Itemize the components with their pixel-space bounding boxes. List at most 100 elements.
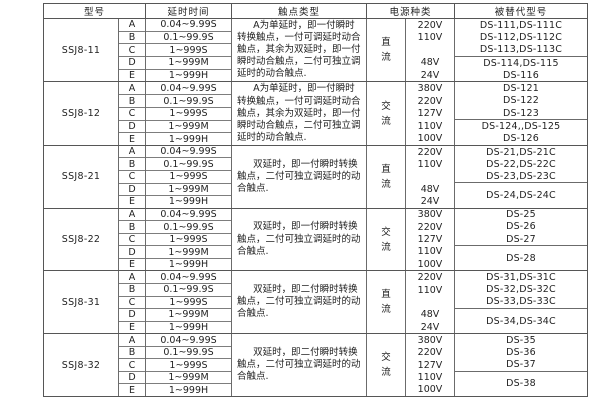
voltage-value: 48V — [420, 309, 440, 321]
variant-letter: B — [119, 32, 145, 45]
model-name: SSJ8-12 — [44, 82, 119, 145]
delay-range: 1~999H — [168, 196, 209, 208]
delay-range: 0.1~99.9S — [146, 347, 231, 360]
power-kind-cell: 交流 — [367, 82, 406, 145]
power-kind-text: 交流 — [381, 226, 391, 253]
voltage-value — [406, 44, 454, 57]
voltage-value: 220V — [417, 347, 443, 359]
power-kind-cell: 直流 — [367, 19, 406, 82]
contact-type-cell: 双延时，即二付瞬时转换触点，二付可独立调延时的动合触点. — [232, 271, 367, 334]
replaced-model: DS-35 — [506, 334, 536, 346]
variant-letter: B — [119, 347, 145, 360]
delay-range: 1~999M — [146, 309, 231, 322]
replaced-models-column: DS-35 DS-36 DS-37 DS-38 — [455, 334, 587, 396]
variant-letter: E — [128, 70, 135, 82]
replaced-model: DS-122 — [502, 95, 540, 107]
variant-letter: C — [119, 108, 145, 121]
model-name: SSJ8-11 — [44, 19, 119, 82]
delay-range: 1~999S — [146, 44, 231, 58]
delay-range: 0.1~99.9S — [146, 221, 231, 234]
replaced-models-lower: DS-28 — [455, 246, 587, 270]
replaced-model: DS-28 — [506, 252, 536, 264]
relay-spec-table: 型号 延时时间 触点类型 电源种类 被替代型号 SSJ8-11 A B C D … — [43, 3, 588, 397]
voltage-value: 220V — [417, 146, 443, 158]
delay-range: 1~999S — [146, 297, 231, 310]
replaced-model: DS-111,DS-111C — [479, 19, 563, 31]
delay-range: 1~999S — [146, 108, 231, 121]
replaced-models-lower: DS-38 — [455, 372, 587, 396]
variant-letter: E — [128, 384, 135, 396]
replaced-models-lower: DS-114,DS-115 DS-116 — [455, 57, 587, 82]
replaced-model: DS-23,DS-23C — [486, 170, 556, 182]
delay-range: 1~999M — [146, 57, 231, 70]
delay-range: 0.04~9.99S — [146, 334, 231, 347]
delay-range: 0.04~9.99S — [146, 19, 231, 32]
header-contact-type: 触点类型 — [232, 4, 367, 18]
replaced-model: DS-21,DS-21C — [486, 146, 556, 158]
contact-type-text: 双延时，即一付瞬时转换触点，二付可独立调延时的动合触点. — [237, 221, 361, 257]
delay-range: 0.04~9.99S — [146, 146, 231, 159]
voltage-value: 127V — [417, 359, 443, 371]
power-kind-cell: 直流 — [367, 271, 406, 334]
variant-letter: A — [119, 209, 145, 222]
variant-letter: B — [119, 95, 145, 108]
voltage-value: 110V — [417, 371, 443, 383]
model-group-ssj8-22: SSJ8-22 A B C D E 0.04~9.99S 0.1~99.9S 1… — [44, 208, 587, 272]
model-name: SSJ8-21 — [44, 145, 119, 208]
variant-letter: C — [119, 171, 145, 184]
power-kind-text: 直流 — [381, 289, 391, 316]
voltage-value: 110V — [417, 158, 443, 170]
delay-range-column: 0.04~9.99S 0.1~99.9S 1~999S 1~999M 1~999… — [146, 145, 232, 208]
voltage-value: 127V — [417, 108, 443, 120]
delay-range: 0.1~99.9S — [146, 284, 231, 297]
delay-range: 0.1~99.9S — [146, 32, 231, 45]
contact-type-text: 双延时，即一付瞬时转换触点，二付可独立调延时的动合触点. — [237, 158, 361, 194]
power-kind-cell: 直流 — [367, 145, 406, 208]
delay-range: 0.1~99.9S — [146, 95, 231, 108]
header-model: 型号 — [44, 4, 146, 18]
variant-letter: D — [119, 184, 145, 197]
variant-letter: A — [119, 334, 145, 347]
delay-range: 1~999M — [146, 246, 231, 259]
delay-range: 1~999H — [168, 133, 209, 145]
power-kind-cell: 交流 — [367, 208, 406, 271]
voltage-value — [406, 171, 454, 183]
replaced-model: DS-22,DS-22C — [486, 158, 556, 170]
contact-type-text: A为单延时，即一付瞬时转换触点，一付可调延时动合触点，其余为双延时，即一付瞬时动… — [237, 83, 361, 143]
replaced-models-lower: DS-124,,DS-125 DS-126 — [455, 120, 587, 145]
voltage-column: 220V 110V 48V 24V — [406, 19, 455, 82]
replaced-model: DS-38 — [506, 378, 536, 390]
contact-type-cell: A为单延时，即一付瞬时转换触点，一付可调延时动合触点，其余为双延时，即一付瞬时动… — [232, 19, 367, 82]
voltage-value: 110V — [417, 32, 443, 44]
power-kind-text: 直流 — [381, 37, 391, 64]
contact-type-text: 双延时，即二付瞬时转换触点，二付可独立调延时的动合触点. — [237, 346, 361, 383]
voltage-value: 220V — [417, 221, 443, 233]
power-kind-text: 直流 — [381, 163, 391, 190]
voltage-value: 220V — [417, 19, 443, 31]
voltage-value: 220V — [417, 272, 443, 284]
voltage-value: 100V — [417, 133, 443, 145]
contact-type-cell: 双延时，即一付瞬时转换触点，二付可独立调延时的动合触点. — [232, 145, 367, 208]
header-replaced-model: 被替代型号 — [494, 7, 548, 18]
voltage-value: 380V — [417, 209, 443, 221]
replaced-model: DS-25 — [506, 209, 536, 221]
voltage-column: 380V 220V 127V 110V 100V — [406, 82, 455, 145]
variant-letter: A — [119, 19, 145, 32]
variant-letter-column: A B C D E — [119, 82, 146, 145]
replaced-model: DS-124,,DS-125 — [481, 120, 561, 132]
voltage-value: 110V — [417, 120, 443, 132]
replaced-models-upper: DS-25 DS-26 DS-27 — [455, 209, 587, 247]
delay-range: 0.04~9.99S — [146, 82, 231, 96]
variant-letter: D — [119, 57, 145, 70]
replaced-model: DS-24,DS-24C — [486, 190, 556, 202]
contact-type-text: A为单延时，即一付瞬时转换触点，一付可调延时动合触点，其余为双延时，即一付瞬时动… — [237, 20, 361, 80]
model-group-ssj8-12: SSJ8-12 A B C D E 0.04~9.99S 0.1~99.9S 1… — [44, 82, 587, 146]
voltage-value: 48V — [420, 57, 440, 69]
replaced-model: DS-32,DS-32C — [486, 284, 556, 296]
contact-type-cell: 双延时，即一付瞬时转换触点，二付可独立调延时的动合触点. — [232, 208, 367, 271]
model-group-ssj8-32: SSJ8-32 A B C D E 0.04~9.99S 0.1~99.9S 1… — [44, 334, 587, 396]
voltage-value: 127V — [417, 234, 443, 246]
replaced-models-column: DS-121 DS-122 DS-123 DS-124,,DS-125 DS-1… — [455, 82, 587, 144]
replaced-model: DS-27 — [506, 233, 536, 245]
variant-letter-column: A B C D E — [119, 208, 146, 271]
